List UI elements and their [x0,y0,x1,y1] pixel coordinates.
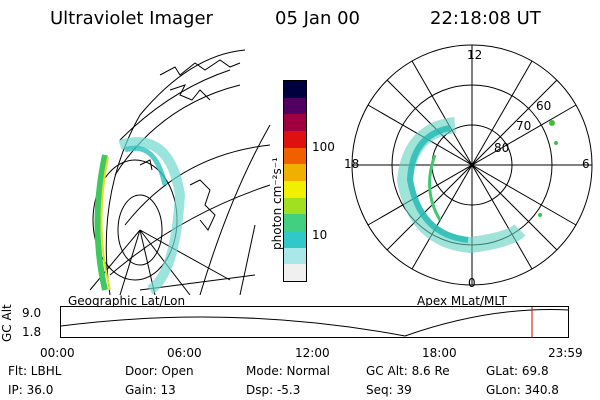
x-tick-1: 06:00 [167,346,202,360]
colorbar-segment [284,264,306,281]
colorbar-segment [284,214,306,231]
glat-info: GLat: 69.8 [486,364,549,378]
intensity-colorbar [283,80,307,282]
colorbar-segment [284,230,306,248]
x-tick-3: 18:00 [422,346,457,360]
colorbar-segment [284,97,306,115]
x-tick-4: 23:59 [548,346,583,360]
colorbar-segment [284,147,306,165]
x-tick-0: 00:00 [40,346,75,360]
instrument-title: Ultraviolet Imager [50,8,213,29]
mlt-6-label: 6 [582,157,590,171]
mlat-80-label: 80 [494,141,509,155]
colorbar-segment [284,197,306,215]
dsp-info: Dsp: -5.3 [246,383,301,397]
geo-panel-label: Geographic Lat/Lon [68,294,186,308]
door-info: Door: Open [125,364,194,378]
seq-info: Seq: 39 [366,383,412,397]
altitude-max: 9.0 [22,306,42,320]
colorbar-segment [284,164,306,181]
colorbar-segment [284,81,306,98]
colorbar-tick-10: 10 [312,228,328,242]
mlt-18-label: 18 [344,157,359,171]
altitude-min: 1.8 [22,325,42,339]
ip-info: IP: 36.0 [8,383,54,397]
mlt-12-label: 12 [467,48,482,62]
altitude-axis-label: GC Alt [0,304,14,342]
gc-alt-info: GC Alt: 8.6 Re [366,364,450,378]
filter-info: Flt: LBHL [8,364,62,378]
glon-info: GLon: 340.8 [486,383,559,397]
mlt-0-label: 0 [468,276,476,290]
colorbar-segment [284,180,306,198]
mlat-60-label: 60 [536,99,551,113]
observation-date: 05 Jan 00 [275,8,360,29]
observation-time: 22:18:08 UT [430,8,541,29]
colorbar-segment [284,114,306,131]
mode-info: Mode: Normal [246,364,330,378]
mlat-70-label: 70 [516,119,531,133]
geographic-map [89,49,271,295]
colorbar-segment [284,247,306,265]
colorbar-segment [284,130,306,148]
gain-info: Gain: 13 [125,383,176,397]
polar-panel-label: Apex MLat/MLT [417,294,507,308]
colorbar-unit-label: photon cm⁻²s⁻¹ [270,157,284,250]
x-tick-2: 12:00 [295,346,330,360]
altitude-plot [60,306,570,338]
colorbar-tick-100: 100 [312,140,335,154]
polar-plot: 12 18 6 0 60 70 80 [344,44,593,290]
